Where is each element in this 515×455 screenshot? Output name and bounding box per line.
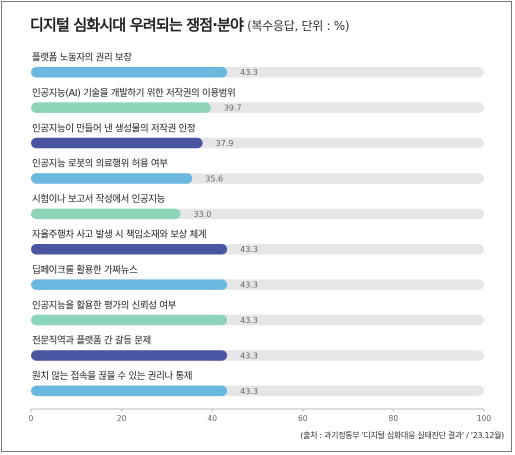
value-label-7: 43.3 [240,281,258,290]
value-label-9: 43.3 [240,351,258,360]
chart-title-block: 디지털 심화시대 우려되는 쟁점·분야 (복수응답, 단위 : %) [30,14,350,35]
x-tick-label-2: 20 [117,414,127,423]
bar-label-8: 인공지능을 활용한 평가의 신뢰성 여부 [32,299,177,311]
bar-label-2: 인공지능(AI) 기술을 개발하기 위한 저작권의 이용범위 [32,87,235,99]
bar-1 [31,67,228,78]
bar-label-10: 원치 않는 접속을 끊을 수 있는 권리나 통제 [32,370,192,382]
chart-subtitle: (복수응답, 단위 : %) [247,19,350,33]
bar-9 [31,350,228,361]
x-tick-label-3: 40 [207,414,217,423]
value-label-3: 37.9 [216,139,234,148]
bar-label-5: 시험이나 보고서 작성에서 인공지능 [32,194,166,205]
bar-label-7: 딥페이크를 활용한 가짜뉴스 [32,264,138,276]
x-tick-label-1: 0 [29,414,34,423]
bar-2 [31,102,211,113]
bar-label-4: 인공지능 로봇의 의료행위 허용 여부 [32,158,168,170]
bar-10 [31,385,228,397]
x-tick-label-6: 100 [477,414,492,423]
x-tick-label-4: 60 [298,414,308,423]
value-label-8: 43.3 [240,316,258,325]
value-label-1: 43.3 [240,68,258,77]
bar-label-6: 자율주행차 사고 발생 시 책임소재와 보상 체계 [32,229,206,241]
value-label-6: 43.3 [240,245,258,254]
bar-4 [31,173,193,184]
bar-label-9: 전문직역과 플랫폼 간 갈등 문제 [32,335,151,347]
bar-label-3: 인공지능이 만들어 낸 생성물의 저작권 인정 [32,122,195,134]
x-tick-label-5: 80 [389,414,399,423]
bar-label-1: 플랫폼 노동자의 권리 보장 [32,52,132,64]
bar-6 [31,244,228,255]
value-label-5: 33.0 [193,210,211,219]
bar-3 [31,137,203,149]
value-label-10: 43.3 [240,387,258,396]
bar-8 [31,314,228,326]
chart-title: 디지털 심화시대 우려되는 쟁점·분야 [30,16,244,34]
source-note: (출처 : 과기정통부 '디지털 심화대응 실태진단 결과' / '23.12월… [300,431,504,440]
bar-5 [31,208,181,220]
value-label-4: 35.6 [205,174,223,183]
value-label-2: 39.7 [224,104,242,113]
bar-7 [31,279,228,290]
